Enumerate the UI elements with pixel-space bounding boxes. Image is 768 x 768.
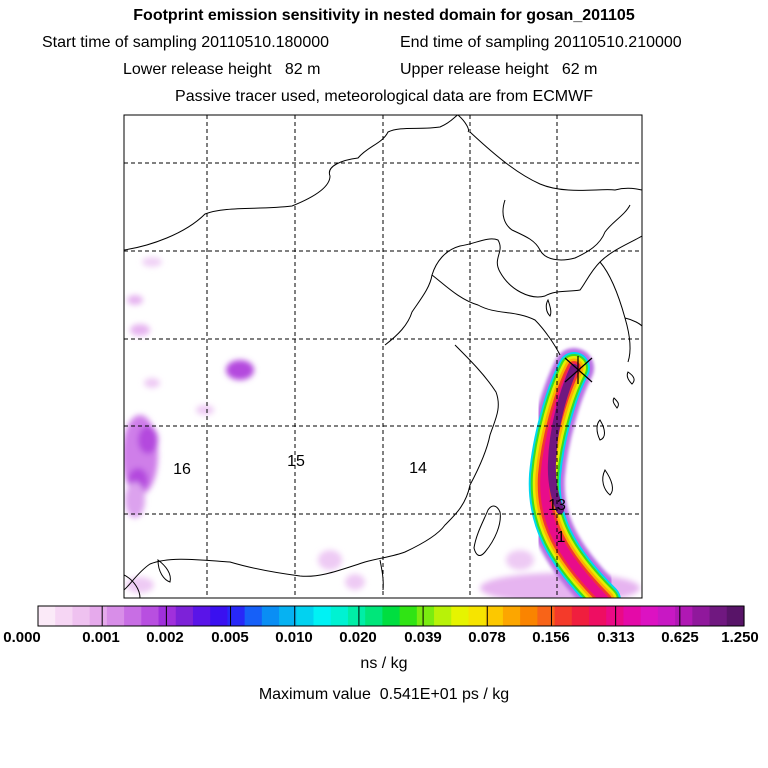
legend-tick-label: 0.313 [597, 629, 635, 646]
legend-tick-label: 0.000 [3, 629, 41, 646]
legend-units: ns / kg [360, 655, 408, 672]
legend-tick-label: 0.625 [661, 629, 699, 646]
color-scale-swatch [313, 606, 332, 626]
color-scale-swatch [640, 606, 659, 626]
end-time-value: 20110510.210000 [553, 34, 682, 51]
receptor-x-marker [564, 356, 593, 384]
color-scale-swatch [692, 606, 711, 626]
color-scale-ticks [37, 606, 745, 626]
color-scale-swatch [726, 606, 745, 626]
lower-height-label: Lower release height [123, 61, 272, 78]
legend-tick-label: 0.039 [404, 629, 442, 646]
upper-release-height: Upper release height 62 m [400, 61, 597, 79]
end-time: End time of sampling 20110510.210000 [400, 34, 682, 52]
color-scale-swatch [72, 606, 91, 626]
color-scale-swatch [296, 606, 315, 626]
color-scale-swatch [158, 606, 177, 626]
color-scale-swatch [210, 606, 229, 626]
color-scale-swatch [330, 606, 349, 626]
color-scale-swatch [175, 606, 194, 626]
legend-tick-label: 0.001 [82, 629, 120, 646]
legend-tick-label: 0.010 [275, 629, 313, 646]
color-scale-swatch [468, 606, 487, 626]
color-scale-swatch [485, 606, 504, 626]
legend-tick-label: 0.020 [339, 629, 377, 646]
color-scale-swatch [365, 606, 383, 626]
coastlines [124, 115, 642, 598]
upper-height-label: Upper release height [400, 61, 549, 78]
color-scale-swatch [502, 606, 521, 626]
color-scale-swatch [657, 606, 676, 626]
maximum-value-number: 0.541E+01 ps / kg [379, 686, 510, 703]
color-scale-bar [38, 606, 745, 626]
color-scale-swatch [675, 606, 693, 626]
start-time-label: Start time of sampling [42, 34, 197, 51]
color-scale-swatch [227, 606, 246, 626]
color-scale-swatch [571, 606, 590, 626]
color-scale-swatch [416, 606, 435, 626]
legend-tick-label: 0.078 [468, 629, 506, 646]
upper-height-value: 62 m [561, 61, 598, 78]
map-frame [123, 114, 643, 599]
color-scale-swatch [709, 606, 728, 626]
color-scale-swatch [623, 606, 642, 626]
color-scale-swatch [261, 606, 280, 626]
maximum-value: Maximum value 0.541E+01 ps / kg [0, 686, 768, 704]
color-scale-swatch [106, 606, 125, 626]
day-label-14: 14 [409, 460, 427, 477]
color-scale-swatch [347, 606, 366, 626]
lower-release-height: Lower release height 82 m [123, 61, 320, 79]
lower-height-value: 82 m [284, 61, 321, 78]
day-label-15: 15 [287, 453, 305, 470]
color-scale-swatch [399, 606, 418, 626]
plot-title: Footprint emission sensitivity in nested… [133, 7, 635, 24]
day-label-13: 13 [548, 497, 566, 514]
color-scale-swatch [589, 606, 607, 626]
color-scale-swatch [55, 606, 74, 626]
day-label-1: 1 [557, 529, 566, 546]
color-scale-swatch [434, 606, 452, 626]
color-scale-swatch [520, 606, 538, 626]
tracer-note: Passive tracer used, meteorological data… [175, 88, 593, 105]
color-scale-swatch [141, 606, 160, 626]
color-scale-swatch [38, 606, 56, 626]
day-label-16: 16 [173, 461, 191, 478]
color-scale-swatch [537, 606, 556, 626]
color-scale-swatch [382, 606, 401, 626]
legend-tick-label: 0.002 [146, 629, 184, 646]
legend-tick-label: 1.250 [721, 629, 759, 646]
emission-sensitivity-plume [524, 348, 625, 598]
color-scale-swatch [89, 606, 108, 626]
color-scale-swatch [554, 606, 573, 626]
end-time-label: End time of sampling [400, 34, 550, 51]
color-scale-swatch [244, 606, 263, 626]
lat-lon-grid [124, 115, 642, 598]
color-scale-swatch [192, 606, 211, 626]
legend-tick-label: 0.156 [532, 629, 570, 646]
legend-tick-label: 0.005 [211, 629, 249, 646]
color-scale-swatch [279, 606, 297, 626]
start-time-value: 20110510.180000 [201, 34, 330, 51]
maximum-value-label: Maximum value [258, 686, 371, 703]
color-scale-swatch [124, 606, 142, 626]
color-scale-swatch [451, 606, 470, 626]
start-time: Start time of sampling 20110510.180000 [42, 34, 329, 52]
